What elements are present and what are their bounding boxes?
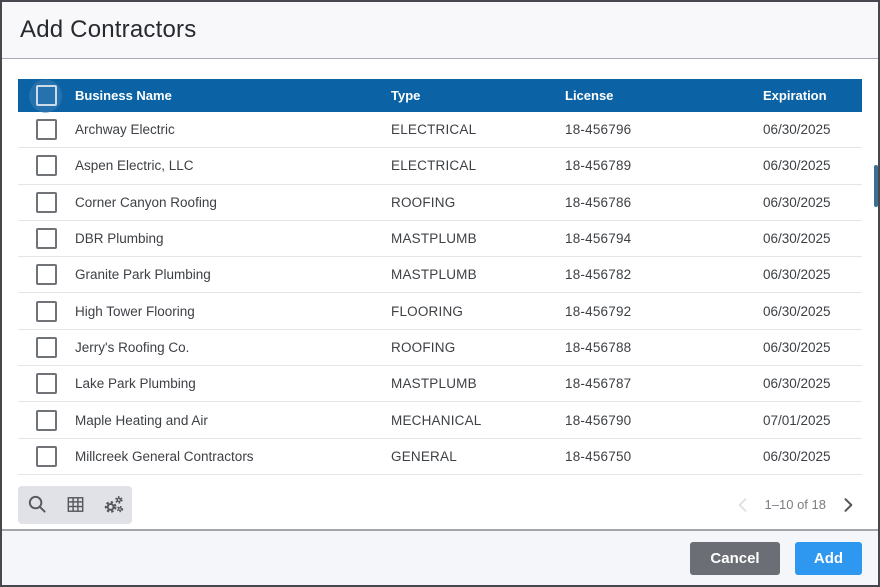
type-cell: ROOFING (391, 340, 565, 355)
license-cell: 18-456789 (565, 158, 763, 173)
license-cell: 18-456790 (565, 413, 763, 428)
next-page-icon[interactable] (838, 495, 858, 515)
business-name-cell: DBR Plumbing (75, 231, 391, 246)
search-icon[interactable] (22, 490, 52, 520)
type-cell: MASTPLUMB (391, 231, 565, 246)
type-cell: ELECTRICAL (391, 158, 565, 173)
cancel-button[interactable]: Cancel (690, 542, 780, 575)
add-contractors-dialog: Add Contractors Business Name Type Licen… (0, 0, 880, 587)
license-cell: 18-456786 (565, 195, 763, 210)
type-cell: MECHANICAL (391, 413, 565, 428)
row-checkbox[interactable] (36, 264, 57, 285)
table-body: Archway Electric ELECTRICAL 18-456796 06… (18, 112, 862, 475)
row-checkbox[interactable] (36, 155, 57, 176)
row-checkbox-cell (18, 330, 75, 365)
table-header-row: Business Name Type License Expiration (18, 79, 862, 112)
row-checkbox-cell (18, 112, 75, 147)
page-title: Add Contractors (20, 16, 196, 44)
table-row[interactable]: Millcreek General Contractors GENERAL 18… (18, 439, 862, 475)
settings-gears-icon[interactable] (98, 490, 128, 520)
expiration-cell: 06/30/2025 (763, 449, 862, 464)
row-checkbox[interactable] (36, 301, 57, 322)
expiration-cell: 06/30/2025 (763, 231, 862, 246)
expiration-cell: 06/30/2025 (763, 376, 862, 391)
expiration-cell: 06/30/2025 (763, 122, 862, 137)
type-cell: GENERAL (391, 449, 565, 464)
select-all-checkbox[interactable] (36, 85, 57, 106)
table-row[interactable]: Lake Park Plumbing MASTPLUMB 18-456787 0… (18, 366, 862, 402)
column-header-expiration[interactable]: Expiration (763, 88, 862, 103)
row-checkbox[interactable] (36, 337, 57, 358)
row-checkbox-cell (18, 293, 75, 328)
dialog-titlebar: Add Contractors (2, 2, 878, 59)
business-name-cell: Corner Canyon Roofing (75, 195, 391, 210)
business-name-cell: Millcreek General Contractors (75, 449, 391, 464)
table-row[interactable]: DBR Plumbing MASTPLUMB 18-456794 06/30/2… (18, 221, 862, 257)
row-checkbox[interactable] (36, 228, 57, 249)
table-row[interactable]: Aspen Electric, LLC ELECTRICAL 18-456789… (18, 148, 862, 184)
table-row[interactable]: High Tower Flooring FLOORING 18-456792 0… (18, 293, 862, 329)
expiration-cell: 06/30/2025 (763, 304, 862, 319)
row-checkbox-cell (18, 439, 75, 474)
business-name-cell: Lake Park Plumbing (75, 376, 391, 391)
table-grid-icon[interactable] (60, 490, 90, 520)
row-checkbox[interactable] (36, 410, 57, 431)
business-name-cell: High Tower Flooring (75, 304, 391, 319)
column-header-type[interactable]: Type (391, 88, 565, 103)
type-cell: MASTPLUMB (391, 376, 565, 391)
add-button[interactable]: Add (795, 542, 862, 575)
dialog-body: Business Name Type License Expiration Ar… (2, 59, 878, 529)
expiration-cell: 06/30/2025 (763, 158, 862, 173)
column-header-license[interactable]: License (565, 88, 763, 103)
row-checkbox-cell (18, 257, 75, 292)
table-toolbar (18, 486, 132, 524)
license-cell: 18-456794 (565, 231, 763, 246)
scrollbar-thumb[interactable] (874, 165, 878, 207)
type-cell: ROOFING (391, 195, 565, 210)
pagination-range-label: 1–10 of 18 (765, 497, 826, 512)
row-checkbox-cell (18, 221, 75, 256)
column-header-business-name[interactable]: Business Name (75, 88, 391, 103)
row-checkbox-cell (18, 402, 75, 437)
license-cell: 18-456787 (565, 376, 763, 391)
table-footer: 1–10 of 18 (18, 486, 862, 524)
select-all-cell (18, 79, 75, 112)
license-cell: 18-456782 (565, 267, 763, 282)
business-name-cell: Granite Park Plumbing (75, 267, 391, 282)
row-checkbox-cell (18, 366, 75, 401)
license-cell: 18-456750 (565, 449, 763, 464)
table-row[interactable]: Granite Park Plumbing MASTPLUMB 18-45678… (18, 257, 862, 293)
business-name-cell: Maple Heating and Air (75, 413, 391, 428)
license-cell: 18-456788 (565, 340, 763, 355)
dialog-footer: Cancel Add (2, 529, 878, 585)
type-cell: ELECTRICAL (391, 122, 565, 137)
license-cell: 18-456792 (565, 304, 763, 319)
table-row[interactable]: Maple Heating and Air MECHANICAL 18-4567… (18, 402, 862, 438)
type-cell: FLOORING (391, 304, 565, 319)
pagination: 1–10 of 18 (733, 495, 858, 515)
expiration-cell: 06/30/2025 (763, 340, 862, 355)
row-checkbox-cell (18, 185, 75, 220)
table-row[interactable]: Jerry's Roofing Co. ROOFING 18-456788 06… (18, 330, 862, 366)
table-row[interactable]: Archway Electric ELECTRICAL 18-456796 06… (18, 112, 862, 148)
table-row[interactable]: Corner Canyon Roofing ROOFING 18-456786 … (18, 185, 862, 221)
row-checkbox[interactable] (36, 192, 57, 213)
row-checkbox[interactable] (36, 119, 57, 140)
business-name-cell: Jerry's Roofing Co. (75, 340, 391, 355)
previous-page-icon[interactable] (733, 495, 753, 515)
row-checkbox[interactable] (36, 373, 57, 394)
license-cell: 18-456796 (565, 122, 763, 137)
row-checkbox-cell (18, 148, 75, 183)
expiration-cell: 07/01/2025 (763, 413, 862, 428)
row-checkbox[interactable] (36, 446, 57, 467)
business-name-cell: Archway Electric (75, 122, 391, 137)
type-cell: MASTPLUMB (391, 267, 565, 282)
expiration-cell: 06/30/2025 (763, 195, 862, 210)
expiration-cell: 06/30/2025 (763, 267, 862, 282)
business-name-cell: Aspen Electric, LLC (75, 158, 391, 173)
